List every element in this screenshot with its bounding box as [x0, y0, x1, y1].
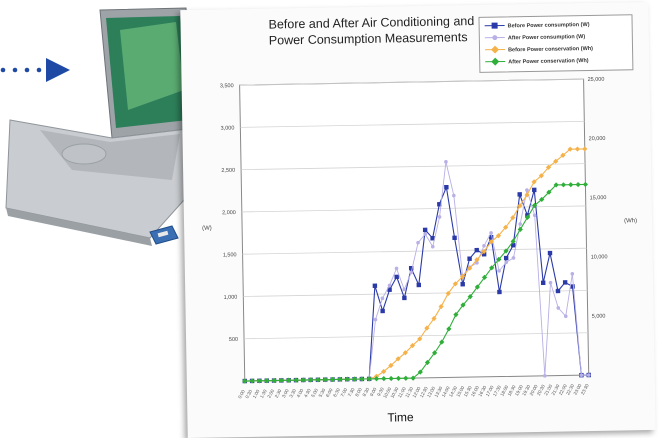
data-point [373, 283, 377, 287]
data-point [417, 283, 421, 287]
data-point [380, 309, 384, 313]
data-point [504, 256, 508, 260]
data-point [475, 248, 479, 252]
y-left-tick-label: 500 [229, 337, 238, 343]
y-right-unit: (Wh) [624, 218, 637, 224]
data-point [541, 281, 545, 285]
y-left-tick-label: 2,500 [221, 168, 235, 174]
y-right-tick-label: 5,000 [592, 314, 606, 320]
dotted-arrow-icon [1, 58, 70, 82]
data-point [532, 188, 536, 192]
data-point [452, 236, 456, 240]
x-axis-label: Time [387, 410, 413, 424]
chart-paper: Before and After Air Conditioning and Po… [180, 2, 655, 438]
x-tick-label: 23:30 [580, 383, 590, 396]
y-left-tick-label: 3,500 [220, 83, 234, 89]
data-point [444, 185, 448, 189]
y-left-tick-label: 2,000 [222, 210, 236, 216]
data-point [497, 290, 501, 294]
y-right-tick-label: 10,000 [591, 254, 608, 260]
data-point [402, 296, 406, 300]
data-point [548, 251, 552, 255]
data-point [517, 192, 521, 196]
y-left-tick-label: 1,500 [223, 252, 237, 258]
data-point [394, 275, 398, 279]
data-point [556, 289, 560, 293]
data-point [423, 228, 427, 232]
y-right-tick-label: 15,000 [590, 195, 607, 201]
y-left-tick-label: 3,000 [221, 125, 235, 131]
laptop-trackpad [62, 144, 106, 164]
y-right-tick-label: 25,000 [588, 77, 605, 83]
data-point [467, 256, 471, 260]
y-left-tick-label: 1,000 [224, 295, 238, 301]
data-point [460, 282, 464, 286]
data-point [563, 280, 567, 284]
y-left-unit: (W) [202, 226, 212, 232]
y-right-tick-label: 20,000 [589, 136, 606, 142]
plot-area: 500 1,000 1,500 2,000 2,500 3,000 3,500 5,000 10… [180, 2, 655, 410]
